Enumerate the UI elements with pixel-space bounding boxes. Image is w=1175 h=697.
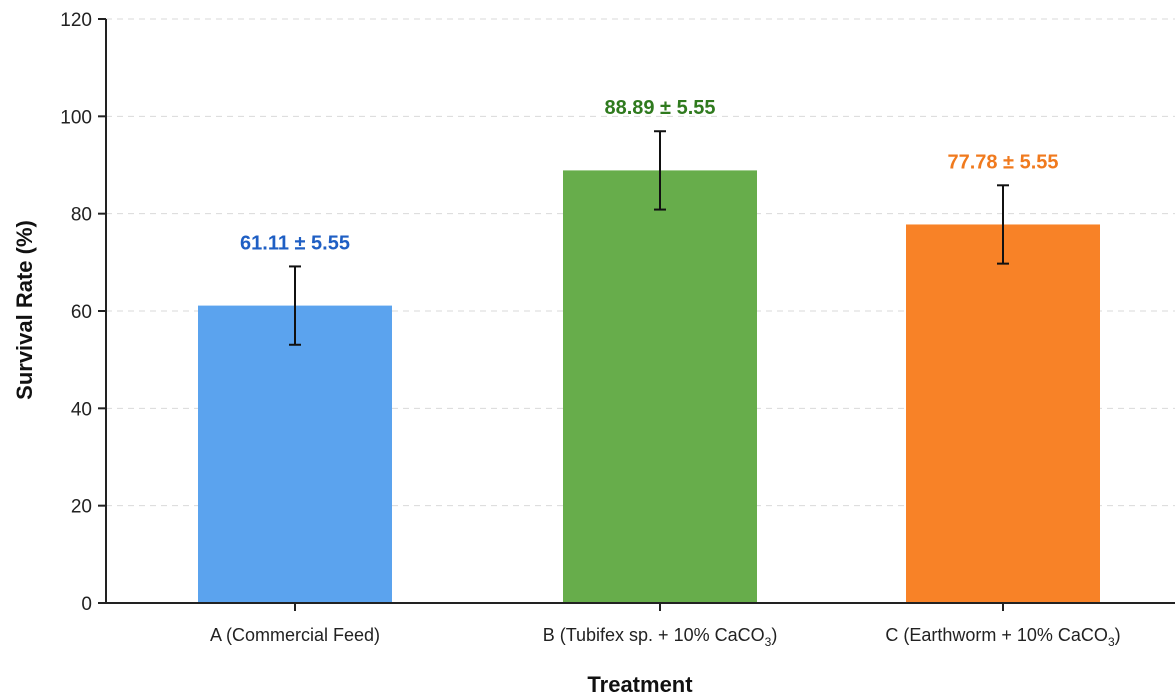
x-tick-labels: A (Commercial Feed) B (Tubifex sp. + 10% …: [210, 603, 1121, 649]
x-axis-title: Treatment: [587, 672, 693, 697]
bar-a: [198, 305, 392, 603]
x-tick-label-b: B (Tubifex sp. + 10% CaCO3): [543, 625, 778, 649]
bars: [198, 170, 1100, 604]
data-label-a: 61.11 ± 5.55: [240, 232, 350, 254]
y-tick-label: 0: [81, 594, 92, 615]
data-label-b: 88.89 ± 5.55: [604, 97, 715, 119]
y-tick-label: 60: [71, 302, 92, 323]
data-labels: 61.11 ± 5.55 88.89 ± 5.55 77.78 ± 5.55: [240, 97, 1059, 254]
y-tick-label: 80: [71, 205, 92, 226]
y-tick-label: 40: [71, 399, 92, 420]
y-tick-label: 100: [60, 107, 92, 128]
y-tick-label: 20: [71, 497, 92, 518]
bar-b: [563, 170, 757, 604]
y-axis-title: Survival Rate (%): [12, 220, 37, 400]
y-tick-label: 120: [60, 10, 92, 31]
error-bars: [289, 130, 1009, 346]
bar-c: [906, 224, 1100, 603]
data-label-c: 77.78 ± 5.55: [947, 151, 1058, 173]
x-tick-label-a: A (Commercial Feed): [210, 625, 380, 645]
x-tick-label-c: C (Earthworm + 10% CaCO3): [885, 625, 1120, 649]
y-tick-labels: 0 20 40 60 80 100 120: [60, 10, 106, 615]
